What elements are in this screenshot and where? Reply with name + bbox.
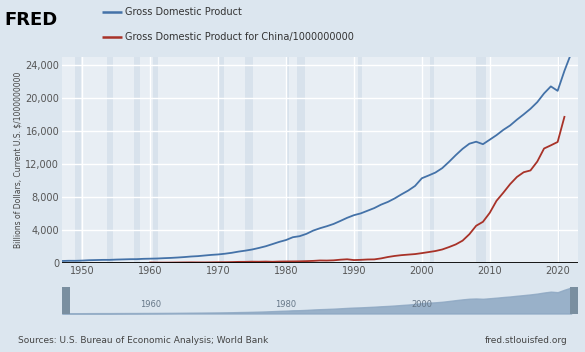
Bar [570, 287, 578, 314]
Bar [358, 57, 362, 263]
Bar [430, 57, 434, 263]
Bar [286, 57, 290, 263]
Text: Sources: U.S. Bureau of Economic Analysis; World Bank: Sources: U.S. Bureau of Economic Analysi… [18, 336, 268, 345]
Text: 1980: 1980 [276, 300, 297, 309]
Bar [476, 57, 486, 263]
Text: FRED: FRED [5, 11, 58, 29]
Text: 1960: 1960 [140, 300, 161, 309]
Y-axis label: Billions of Dollars, Current U.S. $/1000000000: Billions of Dollars, Current U.S. $/1000… [13, 72, 23, 248]
Bar [62, 287, 70, 314]
Text: fred.stlouisfed.org: fred.stlouisfed.org [485, 336, 567, 345]
Bar [218, 57, 224, 263]
Bar [297, 57, 305, 263]
Text: 2000: 2000 [411, 300, 432, 309]
Bar [245, 57, 253, 263]
Text: Gross Domestic Product: Gross Domestic Product [125, 7, 242, 17]
Bar [75, 57, 81, 263]
Bar [134, 57, 139, 263]
Bar [106, 57, 113, 263]
Bar [558, 57, 560, 263]
Text: Gross Domestic Product for China/1000000000: Gross Domestic Product for China/1000000… [125, 32, 353, 42]
Bar [153, 57, 158, 263]
